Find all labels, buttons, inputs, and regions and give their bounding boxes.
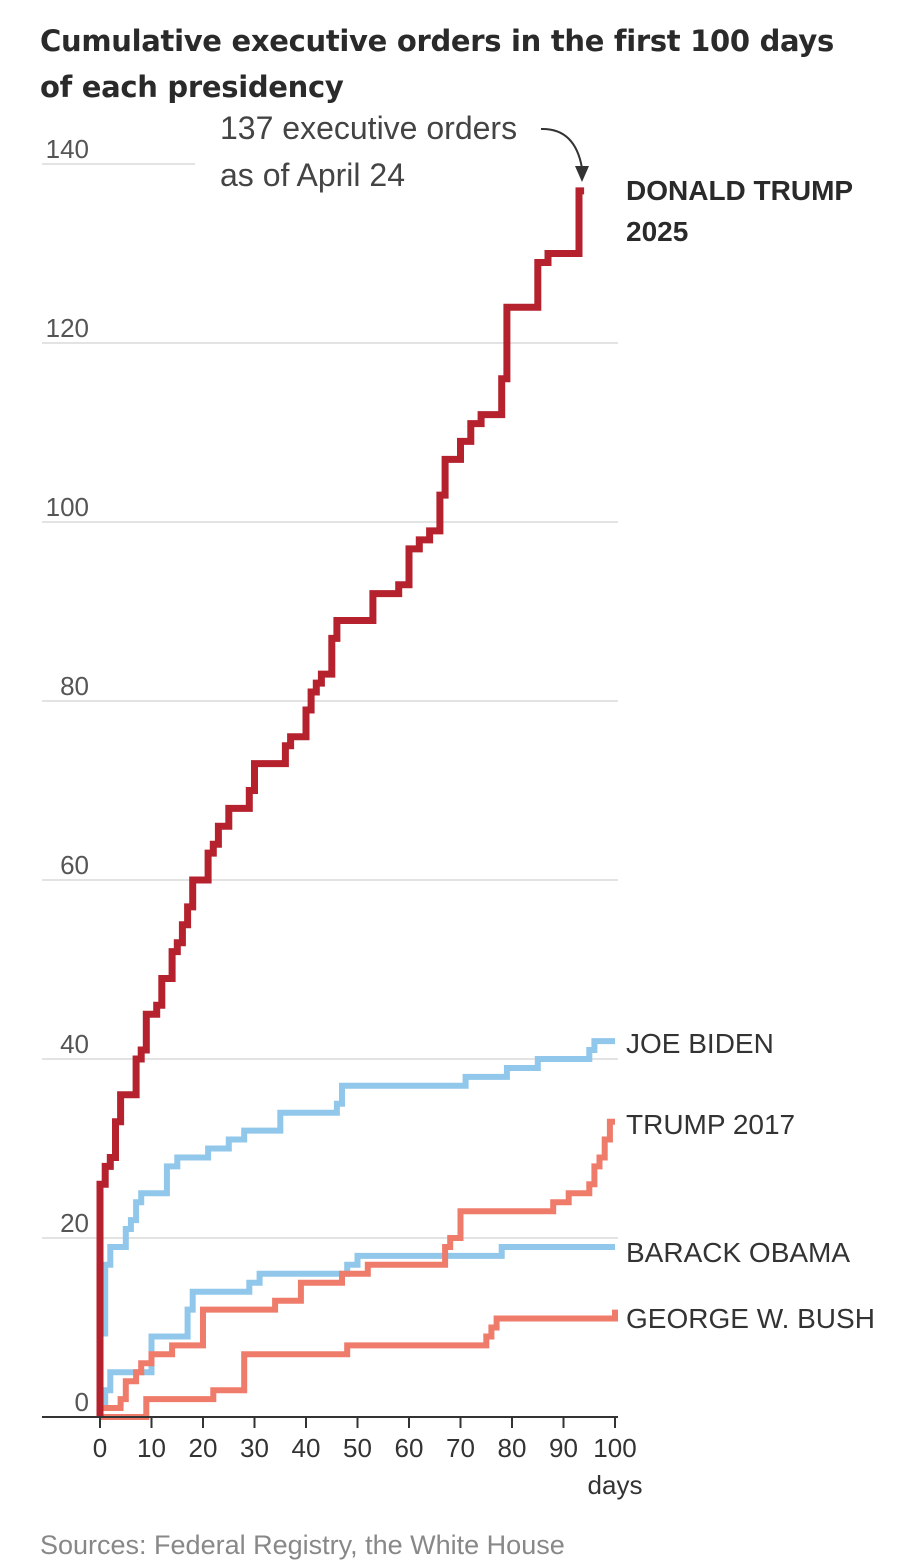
y-tick-label-20: 20 — [60, 1208, 89, 1238]
x-tick-label-50: 50 — [343, 1433, 372, 1463]
y-tick-label-80: 80 — [60, 671, 89, 701]
series-lines — [96, 187, 618, 1420]
series-label-biden: JOE BIDEN — [626, 1028, 774, 1059]
series-label-trump2025-line-1: DONALD TRUMP — [626, 175, 853, 206]
annotation-line-2: as of April 24 — [220, 157, 405, 193]
x-tick-label-70: 70 — [446, 1433, 475, 1463]
gridlines — [42, 163, 618, 1239]
y-tick-label-120: 120 — [46, 313, 89, 343]
x-axis-ticks: 0 10 20 30 40 50 60 70 80 90 100 — [93, 1417, 637, 1463]
series-line-obama — [102, 1244, 615, 1408]
x-tick-label-0: 0 — [93, 1433, 107, 1463]
annotation-line-1: 137 executive orders — [220, 110, 517, 146]
y-tick-label-0: 0 — [75, 1387, 89, 1417]
x-tick-label-10: 10 — [137, 1433, 166, 1463]
y-tick-label-140: 140 — [46, 134, 89, 164]
x-tick-label-60: 60 — [395, 1433, 424, 1463]
y-tick-label-40: 40 — [60, 1029, 89, 1059]
series-label-trump2025-line-2: 2025 — [626, 216, 688, 247]
annotation-arrow — [540, 127, 583, 169]
y-tick-label-100: 100 — [46, 492, 89, 522]
annotation: 137 executive orders as of April 24 — [220, 110, 589, 193]
series-line-trump2017 — [97, 1118, 615, 1417]
chart-title: Cumulative executive orders in the first… — [40, 24, 835, 104]
y-tick-label-60: 60 — [60, 850, 89, 880]
series-line-trump2025 — [96, 187, 585, 1417]
series-label-bush: GEORGE W. BUSH — [626, 1303, 875, 1334]
series-line-biden — [102, 1038, 615, 1337]
x-tick-label-20: 20 — [189, 1433, 218, 1463]
y-axis-ticks: 0 20 40 60 80 100 120 140 — [46, 134, 89, 1417]
x-tick-label-80: 80 — [498, 1433, 527, 1463]
series-labels: DONALD TRUMP 2025 JOE BIDEN TRUMP 2017 BARAC… — [626, 175, 875, 1334]
series-label-trump2017: TRUMP 2017 — [626, 1109, 795, 1140]
annotation-arrowhead-icon — [575, 166, 589, 182]
series-label-obama: BARACK OBAMA — [626, 1237, 850, 1268]
chart-area: 0 20 40 60 80 100 120 140 0 10 20 30 40 50 60 70 80 90 10… — [42, 110, 875, 1500]
x-tick-label-30: 30 — [240, 1433, 269, 1463]
x-tick-label-40: 40 — [292, 1433, 321, 1463]
series-line-bush — [100, 1309, 618, 1420]
x-tick-label-100: 100 — [593, 1433, 636, 1463]
x-axis-label: days — [588, 1470, 643, 1500]
x-tick-label-90: 90 — [549, 1433, 578, 1463]
source-note: Sources: Federal Registry, the White Hou… — [40, 1530, 565, 1560]
